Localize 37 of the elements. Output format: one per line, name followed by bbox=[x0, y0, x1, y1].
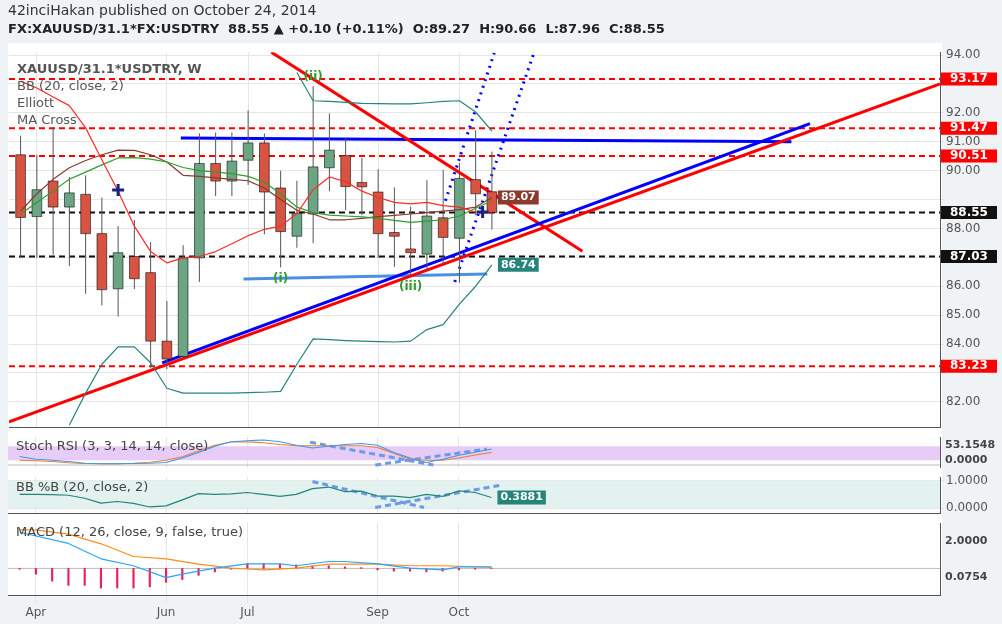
ref-line-label: 93.17 bbox=[950, 71, 988, 86]
text: 53.1548 bbox=[945, 437, 996, 451]
text: 0.0754 bbox=[945, 569, 988, 583]
chart-title: 42inciHakan published on October 24, 2014 bbox=[8, 2, 317, 18]
chart-subtitle: FX:XAUUSD/31.1*FX:USDTRY 88.55 ▲ +0.10 (+0.11%) O:89.27 H:90.66 L:87.96 C:88.55 bbox=[8, 21, 665, 36]
y-tick-label: 86.00 bbox=[946, 278, 981, 293]
y-tick-label: 94.00 bbox=[946, 47, 981, 62]
ref-line-label: 91.47 bbox=[950, 120, 988, 135]
data-label: 89.07 bbox=[500, 190, 536, 204]
ref-line-label: 87.03 bbox=[950, 248, 988, 263]
ref-line-label: 83.23 bbox=[950, 358, 988, 373]
annotation: XAUUSD/31.1*USDTRY, W bbox=[17, 60, 202, 76]
annotation: Elliott bbox=[17, 94, 55, 110]
annotation: (iii) bbox=[399, 278, 423, 293]
annotation: (i) bbox=[273, 270, 289, 285]
y-tick-label: 92.00 bbox=[946, 105, 981, 119]
y-tick-label: 90.00 bbox=[946, 162, 981, 177]
x-tick-label: Jun bbox=[155, 605, 176, 620]
x-tick-label: Sep bbox=[366, 605, 389, 620]
y-tick-label: 1.0000 bbox=[946, 472, 988, 487]
x-tick-label: Jul bbox=[239, 605, 255, 620]
y-tick-label: 85.00 bbox=[946, 307, 981, 322]
y-tick-label: 82.00 bbox=[946, 393, 981, 408]
ref-line-label: 90.51 bbox=[950, 148, 988, 163]
y-tick-label: 88.00 bbox=[946, 220, 981, 235]
annotation: MA Cross bbox=[17, 111, 78, 127]
x-tick-label: Apr bbox=[25, 605, 47, 620]
ref-line-label: 88.55 bbox=[950, 204, 988, 219]
y-tick-label: 84.00 bbox=[946, 336, 981, 351]
chart-title: Stoch RSI (3, 3, 14, 14, close) bbox=[16, 438, 209, 454]
y-tick-label: 91.00 bbox=[946, 133, 981, 148]
x-tick-label: Oct bbox=[448, 605, 470, 620]
data-label: 0.3881 bbox=[500, 490, 543, 504]
y-tick-label: 0.0000 bbox=[946, 500, 988, 515]
chart-title: BB %B (20, close, 2) bbox=[16, 478, 149, 494]
text: 2.0000 bbox=[945, 533, 988, 547]
data-label: 86.74 bbox=[500, 257, 537, 271]
